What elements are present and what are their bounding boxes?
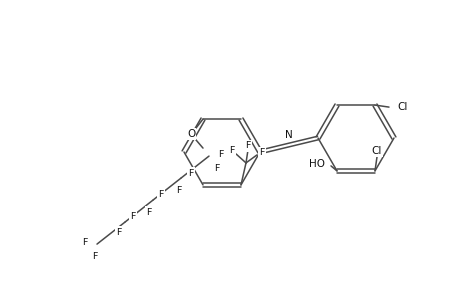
Text: HO: HO bbox=[308, 159, 325, 169]
Text: Cl: Cl bbox=[396, 102, 407, 112]
Text: F: F bbox=[245, 141, 250, 150]
Text: F: F bbox=[116, 228, 122, 237]
Text: F: F bbox=[130, 212, 135, 220]
Text: N: N bbox=[285, 130, 292, 140]
Text: F: F bbox=[259, 148, 264, 158]
Text: F: F bbox=[82, 238, 88, 247]
Text: F: F bbox=[188, 169, 193, 178]
Text: F: F bbox=[146, 208, 151, 217]
Text: F: F bbox=[229, 146, 234, 155]
Text: O: O bbox=[186, 129, 195, 139]
Text: F: F bbox=[214, 164, 219, 172]
Text: Cl: Cl bbox=[371, 146, 381, 156]
Text: F: F bbox=[218, 150, 223, 159]
Text: F: F bbox=[176, 186, 181, 195]
Text: F: F bbox=[158, 190, 163, 199]
Text: F: F bbox=[92, 252, 97, 261]
